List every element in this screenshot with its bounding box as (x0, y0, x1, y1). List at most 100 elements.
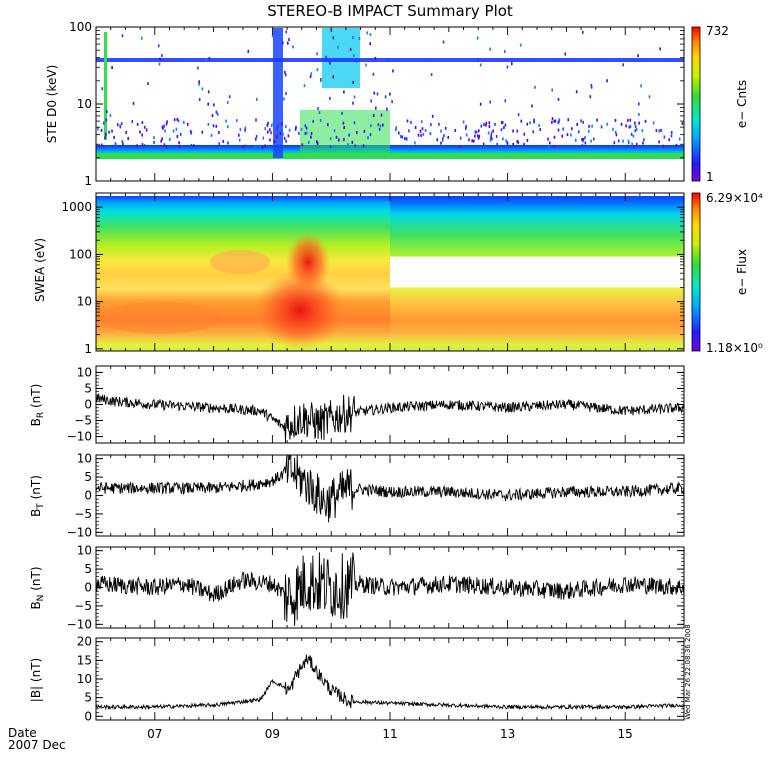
ste-speckle (305, 126, 308, 130)
ytick-label: 5 (84, 562, 92, 576)
ste-speckle (267, 130, 269, 134)
ste-speckle (440, 141, 442, 145)
ste-speckle (111, 66, 113, 69)
ste-speckle (285, 92, 287, 96)
ste-speckle (478, 129, 480, 133)
ste-speckle (488, 121, 491, 125)
ste-speckle (387, 58, 389, 62)
ste-speckle (424, 129, 427, 132)
ste-speckle (539, 128, 542, 132)
ytick-label: −5 (74, 414, 92, 428)
ste-speckle (143, 144, 146, 148)
ste-speckle (236, 119, 238, 123)
ste-speckle (582, 137, 585, 141)
ste-speckle (600, 125, 603, 129)
ste-speckle (190, 143, 193, 147)
ste-colorbar (691, 26, 701, 182)
ste-speckle (473, 139, 475, 143)
ste-speckle (670, 134, 673, 138)
ste-speckle (496, 143, 498, 146)
ste-speckle (593, 137, 595, 141)
ste-speckle (369, 42, 371, 46)
ste-speckle (574, 138, 577, 142)
ste-speckle (342, 121, 345, 125)
ste-speckle (153, 140, 155, 144)
ste-speckle (476, 134, 479, 138)
ste-speckle (341, 111, 343, 115)
ste-speckle (298, 131, 300, 135)
ste-speckle (622, 139, 624, 143)
ste-speckle (517, 140, 519, 144)
bt-trace (95, 454, 685, 523)
ste-speckle (557, 128, 560, 132)
ste-speckle (612, 127, 614, 131)
ste-speckle (372, 114, 375, 118)
ste-speckle (312, 119, 314, 123)
swea-hotspot-3 (210, 250, 270, 274)
x-axis-tick-labels: 07 09 11 13 15 (147, 727, 633, 741)
ste-speckle (264, 127, 267, 131)
ste-speckle (634, 129, 637, 133)
ste-speckle (327, 123, 329, 127)
ste-speckle (588, 129, 590, 133)
ste-speckle (303, 84, 306, 88)
ste-speckle (215, 124, 218, 128)
ste-speckle (318, 111, 321, 114)
ste-speckle (561, 134, 563, 138)
br-panel: −10 −5 0 5 10 BR (nT) (29, 365, 685, 444)
ste-colorbar-label: e− Cnts (735, 80, 749, 128)
ste-speckle (504, 99, 507, 103)
ytick-label: −5 (74, 599, 92, 613)
xtick-label: 11 (382, 727, 397, 741)
ste-speckle (495, 134, 498, 138)
ste-speckle (175, 127, 178, 131)
ste-speckle (501, 121, 504, 124)
date-value: 2007 Dec (8, 738, 66, 752)
ste-speckle (648, 95, 651, 99)
ste-speckle (335, 135, 338, 139)
ste-speckle (215, 110, 218, 114)
ste-speckle (264, 144, 266, 148)
ste-speckle (447, 135, 449, 139)
ste-speckle (238, 138, 241, 142)
ste-channel-line (96, 58, 684, 62)
ste-speckle (332, 36, 335, 40)
ste-speckle (193, 144, 195, 148)
ste-speckle (379, 124, 382, 128)
btotal-trace (95, 654, 685, 711)
ste-speckle (589, 95, 592, 99)
bn-axis-ticks: −10 −5 0 5 10 (67, 544, 685, 631)
ste-panel: 1 10 100 STE D0 (keV) 732 1 e− Cnts (45, 20, 749, 188)
ste-speckle (272, 121, 275, 125)
ste-speckle (590, 84, 593, 88)
ste-speckle (429, 132, 432, 136)
ste-speckle (158, 62, 161, 66)
ste-speckle (395, 128, 397, 132)
ste-speckle (255, 137, 257, 141)
ste-speckle (640, 84, 642, 88)
ste-speckle (145, 128, 148, 132)
ste-speckle (173, 118, 176, 122)
swea-heatmap (96, 196, 684, 351)
ste-speckle (186, 122, 189, 126)
ste-speckle (490, 131, 493, 135)
ste-speckle (114, 142, 117, 146)
ste-speckle (384, 95, 387, 99)
xtick-label: 13 (500, 727, 515, 741)
ste-speckle (553, 119, 556, 123)
ste-floor-band (96, 153, 684, 158)
ste-speckle (325, 55, 327, 59)
ste-speckle (376, 92, 379, 96)
ste-speckle (283, 136, 286, 140)
ste-speckle (478, 134, 481, 138)
ste-speckle (634, 125, 637, 128)
ste-speckle (238, 133, 240, 137)
swea-colorbar-max: 6.29×10⁴ (706, 191, 763, 205)
ste-speckle (161, 54, 163, 58)
ste-speckle (307, 140, 310, 144)
ste-speckle (121, 34, 124, 38)
ste-speckle (288, 38, 290, 42)
ste-speckle (225, 119, 227, 123)
ste-speckle (210, 133, 213, 137)
